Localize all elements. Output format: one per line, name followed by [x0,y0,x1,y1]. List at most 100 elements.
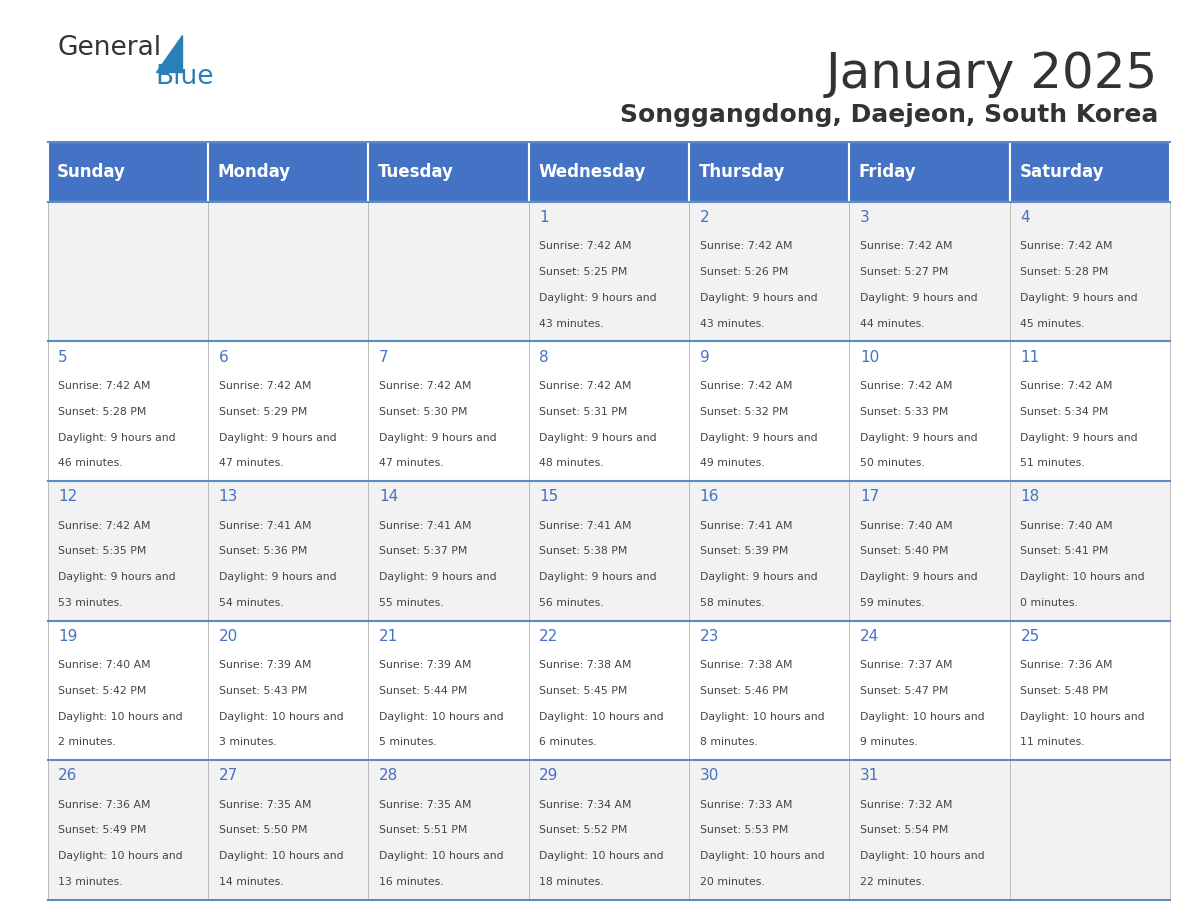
Text: 13 minutes.: 13 minutes. [58,877,122,887]
Text: Daylight: 9 hours and: Daylight: 9 hours and [700,293,817,303]
Text: 25: 25 [1020,629,1040,644]
Bar [48,760,208,900]
Text: Daylight: 10 hours and: Daylight: 10 hours and [700,711,824,722]
Text: Sunset: 5:54 PM: Sunset: 5:54 PM [860,825,948,835]
Bar [689,760,849,900]
Text: 1: 1 [539,210,549,225]
Bar [1010,202,1170,341]
Text: 11: 11 [1020,350,1040,364]
Text: Daylight: 9 hours and: Daylight: 9 hours and [379,432,497,442]
Bar [368,481,529,621]
Text: 2: 2 [700,210,709,225]
Text: Songgangdong, Daejeon, South Korea: Songgangdong, Daejeon, South Korea [620,103,1158,127]
Text: Sunrise: 7:41 AM: Sunrise: 7:41 AM [219,521,311,531]
Text: Sunset: 5:29 PM: Sunset: 5:29 PM [219,407,307,417]
Text: Daylight: 9 hours and: Daylight: 9 hours and [539,293,657,303]
Bar [529,481,689,621]
Text: Daylight: 9 hours and: Daylight: 9 hours and [860,432,978,442]
Text: Sunset: 5:34 PM: Sunset: 5:34 PM [1020,407,1108,417]
Bar [208,142,368,202]
Text: Sunset: 5:51 PM: Sunset: 5:51 PM [379,825,467,835]
Text: 5 minutes.: 5 minutes. [379,737,437,747]
Text: 20: 20 [219,629,238,644]
Bar [849,481,1010,621]
Bar [529,202,689,341]
Text: Sunrise: 7:34 AM: Sunrise: 7:34 AM [539,800,632,810]
Text: Sunrise: 7:42 AM: Sunrise: 7:42 AM [1020,381,1113,391]
Text: Sunset: 5:53 PM: Sunset: 5:53 PM [700,825,788,835]
Text: Sunrise: 7:38 AM: Sunrise: 7:38 AM [539,660,632,670]
Text: 20 minutes.: 20 minutes. [700,877,765,887]
Text: Sunrise: 7:40 AM: Sunrise: 7:40 AM [860,521,953,531]
Bar [689,341,849,481]
Bar [849,760,1010,900]
Text: Daylight: 10 hours and: Daylight: 10 hours and [539,851,664,861]
Bar [208,621,368,760]
Text: 18 minutes.: 18 minutes. [539,877,604,887]
Text: Daylight: 9 hours and: Daylight: 9 hours and [219,572,336,582]
Bar [368,142,529,202]
Text: Sunset: 5:50 PM: Sunset: 5:50 PM [219,825,307,835]
Text: 31: 31 [860,768,879,783]
Text: 19: 19 [58,629,77,644]
Text: Sunrise: 7:42 AM: Sunrise: 7:42 AM [219,381,311,391]
Text: Sunset: 5:30 PM: Sunset: 5:30 PM [379,407,467,417]
Text: Daylight: 9 hours and: Daylight: 9 hours and [58,432,176,442]
Text: 14 minutes.: 14 minutes. [219,877,283,887]
Text: Sunrise: 7:42 AM: Sunrise: 7:42 AM [58,521,151,531]
Text: Daylight: 10 hours and: Daylight: 10 hours and [860,851,985,861]
Text: Blue: Blue [156,64,214,90]
Text: 50 minutes.: 50 minutes. [860,458,925,468]
Text: 27: 27 [219,768,238,783]
Bar [849,341,1010,481]
Text: Sunset: 5:41 PM: Sunset: 5:41 PM [1020,546,1108,556]
Text: Tuesday: Tuesday [378,163,454,181]
Bar [1010,481,1170,621]
Text: Sunrise: 7:42 AM: Sunrise: 7:42 AM [1020,241,1113,252]
Text: 3 minutes.: 3 minutes. [219,737,277,747]
Bar [1010,621,1170,760]
Text: Friday: Friday [859,163,917,181]
Bar [48,481,208,621]
Text: Sunset: 5:52 PM: Sunset: 5:52 PM [539,825,627,835]
Text: 18: 18 [1020,489,1040,504]
Text: 59 minutes.: 59 minutes. [860,598,924,608]
Bar [849,621,1010,760]
Text: Sunset: 5:45 PM: Sunset: 5:45 PM [539,686,627,696]
Text: Daylight: 9 hours and: Daylight: 9 hours and [1020,432,1138,442]
Text: Sunset: 5:37 PM: Sunset: 5:37 PM [379,546,467,556]
Bar [368,621,529,760]
Text: Sunset: 5:40 PM: Sunset: 5:40 PM [860,546,948,556]
Text: Monday: Monday [217,163,291,181]
Text: Sunrise: 7:42 AM: Sunrise: 7:42 AM [700,241,792,252]
Text: 5: 5 [58,350,68,364]
Text: Sunrise: 7:35 AM: Sunrise: 7:35 AM [219,800,311,810]
Text: Sunset: 5:32 PM: Sunset: 5:32 PM [700,407,788,417]
Text: Daylight: 9 hours and: Daylight: 9 hours and [1020,293,1138,303]
Text: Saturday: Saturday [1019,163,1104,181]
Text: Sunrise: 7:42 AM: Sunrise: 7:42 AM [860,381,953,391]
Bar [529,760,689,900]
Text: 22 minutes.: 22 minutes. [860,877,924,887]
Text: 43 minutes.: 43 minutes. [700,319,764,329]
Text: Sunrise: 7:42 AM: Sunrise: 7:42 AM [58,381,151,391]
Text: 2 minutes.: 2 minutes. [58,737,116,747]
Bar [208,760,368,900]
Text: Daylight: 10 hours and: Daylight: 10 hours and [1020,711,1145,722]
Text: 53 minutes.: 53 minutes. [58,598,122,608]
Bar [208,202,368,341]
Text: Daylight: 10 hours and: Daylight: 10 hours and [1020,572,1145,582]
Text: Sunset: 5:39 PM: Sunset: 5:39 PM [700,546,788,556]
Text: 55 minutes.: 55 minutes. [379,598,443,608]
Text: 16: 16 [700,489,719,504]
Text: 3: 3 [860,210,870,225]
Text: Sunset: 5:28 PM: Sunset: 5:28 PM [1020,267,1108,277]
Text: 29: 29 [539,768,558,783]
Text: Sunset: 5:31 PM: Sunset: 5:31 PM [539,407,627,417]
Text: Sunset: 5:33 PM: Sunset: 5:33 PM [860,407,948,417]
Text: Sunrise: 7:42 AM: Sunrise: 7:42 AM [700,381,792,391]
Bar [48,202,208,341]
Text: Sunrise: 7:39 AM: Sunrise: 7:39 AM [219,660,311,670]
Bar [208,341,368,481]
Text: 16 minutes.: 16 minutes. [379,877,443,887]
